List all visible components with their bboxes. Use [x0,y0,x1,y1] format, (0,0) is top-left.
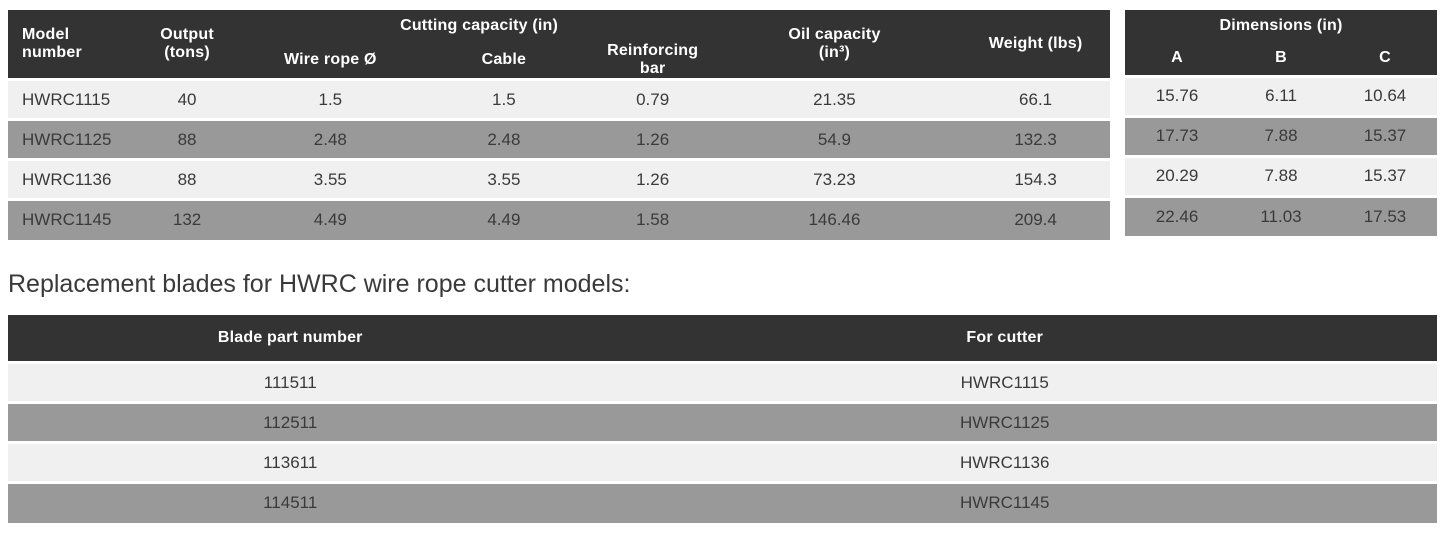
cell-output: 88 [123,158,251,200]
cell-model: HWRC1145 [8,198,124,240]
cell-weight: 66.1 [961,78,1110,120]
header-blade-part-number: Blade part number [8,314,573,363]
header-for-cutter: For cutter [572,314,1437,363]
cell-dim-b: 11.03 [1229,194,1333,236]
spec-tables-row: Model number Output (tons) Cutting capac… [8,10,1437,240]
header-cable: Cable [410,42,598,80]
blades-table-body: 111511 HWRC1115 112511 HWRC1125 113611 H… [8,361,1437,523]
cell-wire-rope: 3.55 [250,158,411,200]
cell-wire-rope: 1.5 [250,78,411,120]
cell-weight: 132.3 [961,118,1110,160]
cell-for-cutter: HWRC1125 [572,401,1437,443]
page: Model number Output (tons) Cutting capac… [8,10,1437,523]
header-model-number: Model number [8,10,124,80]
header-wire-rope: Wire rope Ø [250,42,411,80]
cell-dim-a: 17.73 [1125,114,1230,156]
cell-blade-part: 112511 [8,401,573,443]
cell-dim-a: 20.29 [1125,154,1230,196]
cell-wire-rope: 2.48 [250,118,411,160]
header-cutting-capacity: Cutting capacity (in) [250,10,708,42]
cell-dim-b: 7.88 [1229,114,1333,156]
cutter-spec-table: Model number Output (tons) Cutting capac… [8,10,1110,240]
cutter-spec-table-body: HWRC1115 40 1.5 1.5 0.79 21.35 66.1 HWRC… [8,78,1110,240]
cell-reinforcing-bar: 1.58 [597,198,708,240]
table-row: 20.29 7.88 15.37 [1125,154,1437,196]
cell-dim-c: 15.37 [1333,154,1437,196]
cell-dim-c: 10.64 [1333,74,1437,116]
cell-output: 40 [123,78,251,120]
table-row: 17.73 7.88 15.37 [1125,114,1437,156]
header-dim-b: B [1229,42,1333,76]
cell-cable: 1.5 [410,78,598,120]
cell-oil-capacity: 73.23 [707,158,962,200]
header-oil-capacity: Oil capacity (in³) [707,10,962,80]
cell-for-cutter: HWRC1136 [572,441,1437,483]
cell-dim-a: 15.76 [1125,74,1230,116]
cell-output: 132 [123,198,251,240]
dimensions-table-header: Dimensions (in) A B C [1125,10,1437,76]
cell-blade-part: 113611 [8,441,573,483]
cell-blade-part: 114511 [8,481,573,523]
header-output-tons: Output (tons) [123,10,251,80]
cell-dim-c: 15.37 [1333,114,1437,156]
cell-model: HWRC1125 [8,118,124,160]
cell-cable: 2.48 [410,118,598,160]
cell-model: HWRC1115 [8,78,124,120]
cell-dim-c: 17.53 [1333,194,1437,236]
cell-for-cutter: HWRC1115 [572,361,1437,403]
cell-oil-capacity: 54.9 [707,118,962,160]
cell-output: 88 [123,118,251,160]
table-row: HWRC1136 88 3.55 3.55 1.26 73.23 154.3 [8,158,1110,200]
header-weight: Weight (lbs) [961,10,1110,80]
table-row: 22.46 11.03 17.53 [1125,194,1437,236]
table-row: HWRC1125 88 2.48 2.48 1.26 54.9 132.3 [8,118,1110,160]
cell-dim-b: 6.11 [1229,74,1333,116]
table-row: 113611 HWRC1136 [8,441,1437,483]
cell-for-cutter: HWRC1145 [572,481,1437,523]
cell-blade-part: 111511 [8,361,573,403]
header-reinforcing-bar: Reinforcing bar [597,42,708,80]
cell-model: HWRC1136 [8,158,124,200]
cell-weight: 209.4 [961,198,1110,240]
table-row: 112511 HWRC1125 [8,401,1437,443]
dimensions-table: Dimensions (in) A B C 15.76 6.11 10.64 1… [1125,10,1437,236]
cell-reinforcing-bar: 0.79 [597,78,708,120]
cell-cable: 4.49 [410,198,598,240]
table-row: 15.76 6.11 10.64 [1125,74,1437,116]
cell-dim-b: 7.88 [1229,154,1333,196]
header-dim-c: C [1333,42,1437,76]
dimensions-table-body: 15.76 6.11 10.64 17.73 7.88 15.37 20.29 … [1125,74,1437,236]
cutter-spec-table-header: Model number Output (tons) Cutting capac… [8,10,1110,80]
replacement-blades-caption: Replacement blades for HWRC wire rope cu… [8,269,631,298]
cell-dim-a: 22.46 [1125,194,1230,236]
header-dim-a: A [1125,42,1230,76]
cell-weight: 154.3 [961,158,1110,200]
blades-table: Blade part number For cutter 111511 HWRC… [8,314,1437,523]
cell-cable: 3.55 [410,158,598,200]
cell-wire-rope: 4.49 [250,198,411,240]
cell-reinforcing-bar: 1.26 [597,118,708,160]
table-row: 114511 HWRC1145 [8,481,1437,523]
cell-oil-capacity: 146.46 [707,198,962,240]
blades-table-header: Blade part number For cutter [8,314,1437,363]
table-row: HWRC1145 132 4.49 4.49 1.58 146.46 209.4 [8,198,1110,240]
table-row: 111511 HWRC1115 [8,361,1437,403]
cell-oil-capacity: 21.35 [707,78,962,120]
cell-reinforcing-bar: 1.26 [597,158,708,200]
table-row: HWRC1115 40 1.5 1.5 0.79 21.35 66.1 [8,78,1110,120]
header-dimensions: Dimensions (in) [1125,10,1437,42]
